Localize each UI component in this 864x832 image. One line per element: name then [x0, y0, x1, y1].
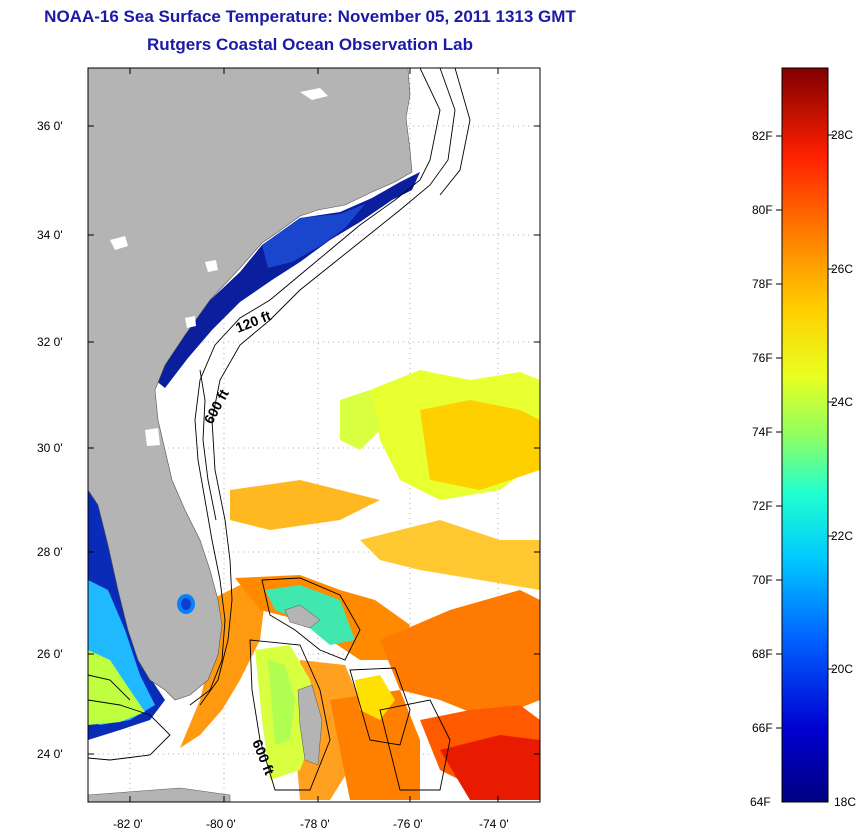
colorbar-fahrenheit-labels: 82F 80F 78F 76F 74F 72F 70F 68F 66F 64F — [750, 129, 773, 809]
lat-label: 28 0' — [37, 545, 63, 559]
grand-bahama — [284, 604, 321, 629]
colorbar-c-label: 24C — [831, 395, 853, 409]
colorbar-f-min-label: 64F — [750, 795, 771, 809]
colorbar-f-label: 78F — [752, 277, 773, 291]
temperature-colorbar — [781, 67, 829, 803]
lat-label: 32 0' — [37, 335, 63, 349]
andros-island — [297, 684, 323, 766]
colorbar-c-label: 28C — [831, 128, 853, 142]
colorbar-f-label: 76F — [752, 351, 773, 365]
lat-label: 36 0' — [37, 119, 63, 133]
offshore-warm-water — [340, 370, 540, 500]
longitude-labels: -82 0' -80 0' -78 0' -76 0' -74 0' — [113, 817, 509, 831]
lon-label: -78 0' — [300, 817, 330, 831]
map-border — [87, 67, 541, 803]
bathymetry-contours — [88, 68, 471, 791]
colorbar-f-label: 80F — [752, 203, 773, 217]
lon-label: -76 0' — [393, 817, 423, 831]
latitude-labels: 36 0' 34 0' 32 0' 30 0' 28 0' 26 0' 24 0… — [37, 119, 63, 761]
lake-okeechobee-center — [181, 598, 191, 610]
coastal-cold-water — [155, 172, 420, 388]
lat-label: 30 0' — [37, 441, 63, 455]
cuba-coast — [88, 787, 231, 802]
contour-120ft — [189, 68, 441, 706]
map-subtitle: Rutgers Coastal Ocean Observation Lab — [147, 35, 473, 54]
lat-label: 24 0' — [37, 747, 63, 761]
colorbar-f-label: 82F — [752, 129, 773, 143]
lat-label: 34 0' — [37, 228, 63, 242]
gulf-water-yellow — [88, 650, 145, 725]
map-area — [88, 68, 540, 802]
land-us-southeast — [88, 68, 413, 701]
colorbar-f-label: 68F — [752, 647, 773, 661]
lon-label: -80 0' — [206, 817, 236, 831]
colorbar-c-label: 22C — [831, 529, 853, 543]
lat-label: 26 0' — [37, 647, 63, 661]
colorbar-f-label: 66F — [752, 721, 773, 735]
colorbar-f-label: 72F — [752, 499, 773, 513]
coastal-cold-water-light — [262, 204, 365, 268]
inland-lakes — [110, 88, 328, 446]
map-ticks — [88, 68, 540, 802]
contour-600ft — [199, 68, 456, 706]
colorbar-c-label: 20C — [831, 662, 853, 676]
colorbar-c-label: 26C — [831, 262, 853, 276]
colorbar-celsius-labels: 28C 26C 24C 22C 20C 18C — [831, 128, 856, 809]
lon-label: -74 0' — [479, 817, 509, 831]
colorbar-c-min-label: 18C — [834, 795, 856, 809]
colorbar-ticks — [776, 134, 834, 729]
colorbar-f-label: 70F — [752, 573, 773, 587]
lon-label: -82 0' — [113, 817, 143, 831]
map-title: NOAA-16 Sea Surface Temperature: Novembe… — [44, 7, 576, 26]
colorbar-f-label: 74F — [752, 425, 773, 439]
